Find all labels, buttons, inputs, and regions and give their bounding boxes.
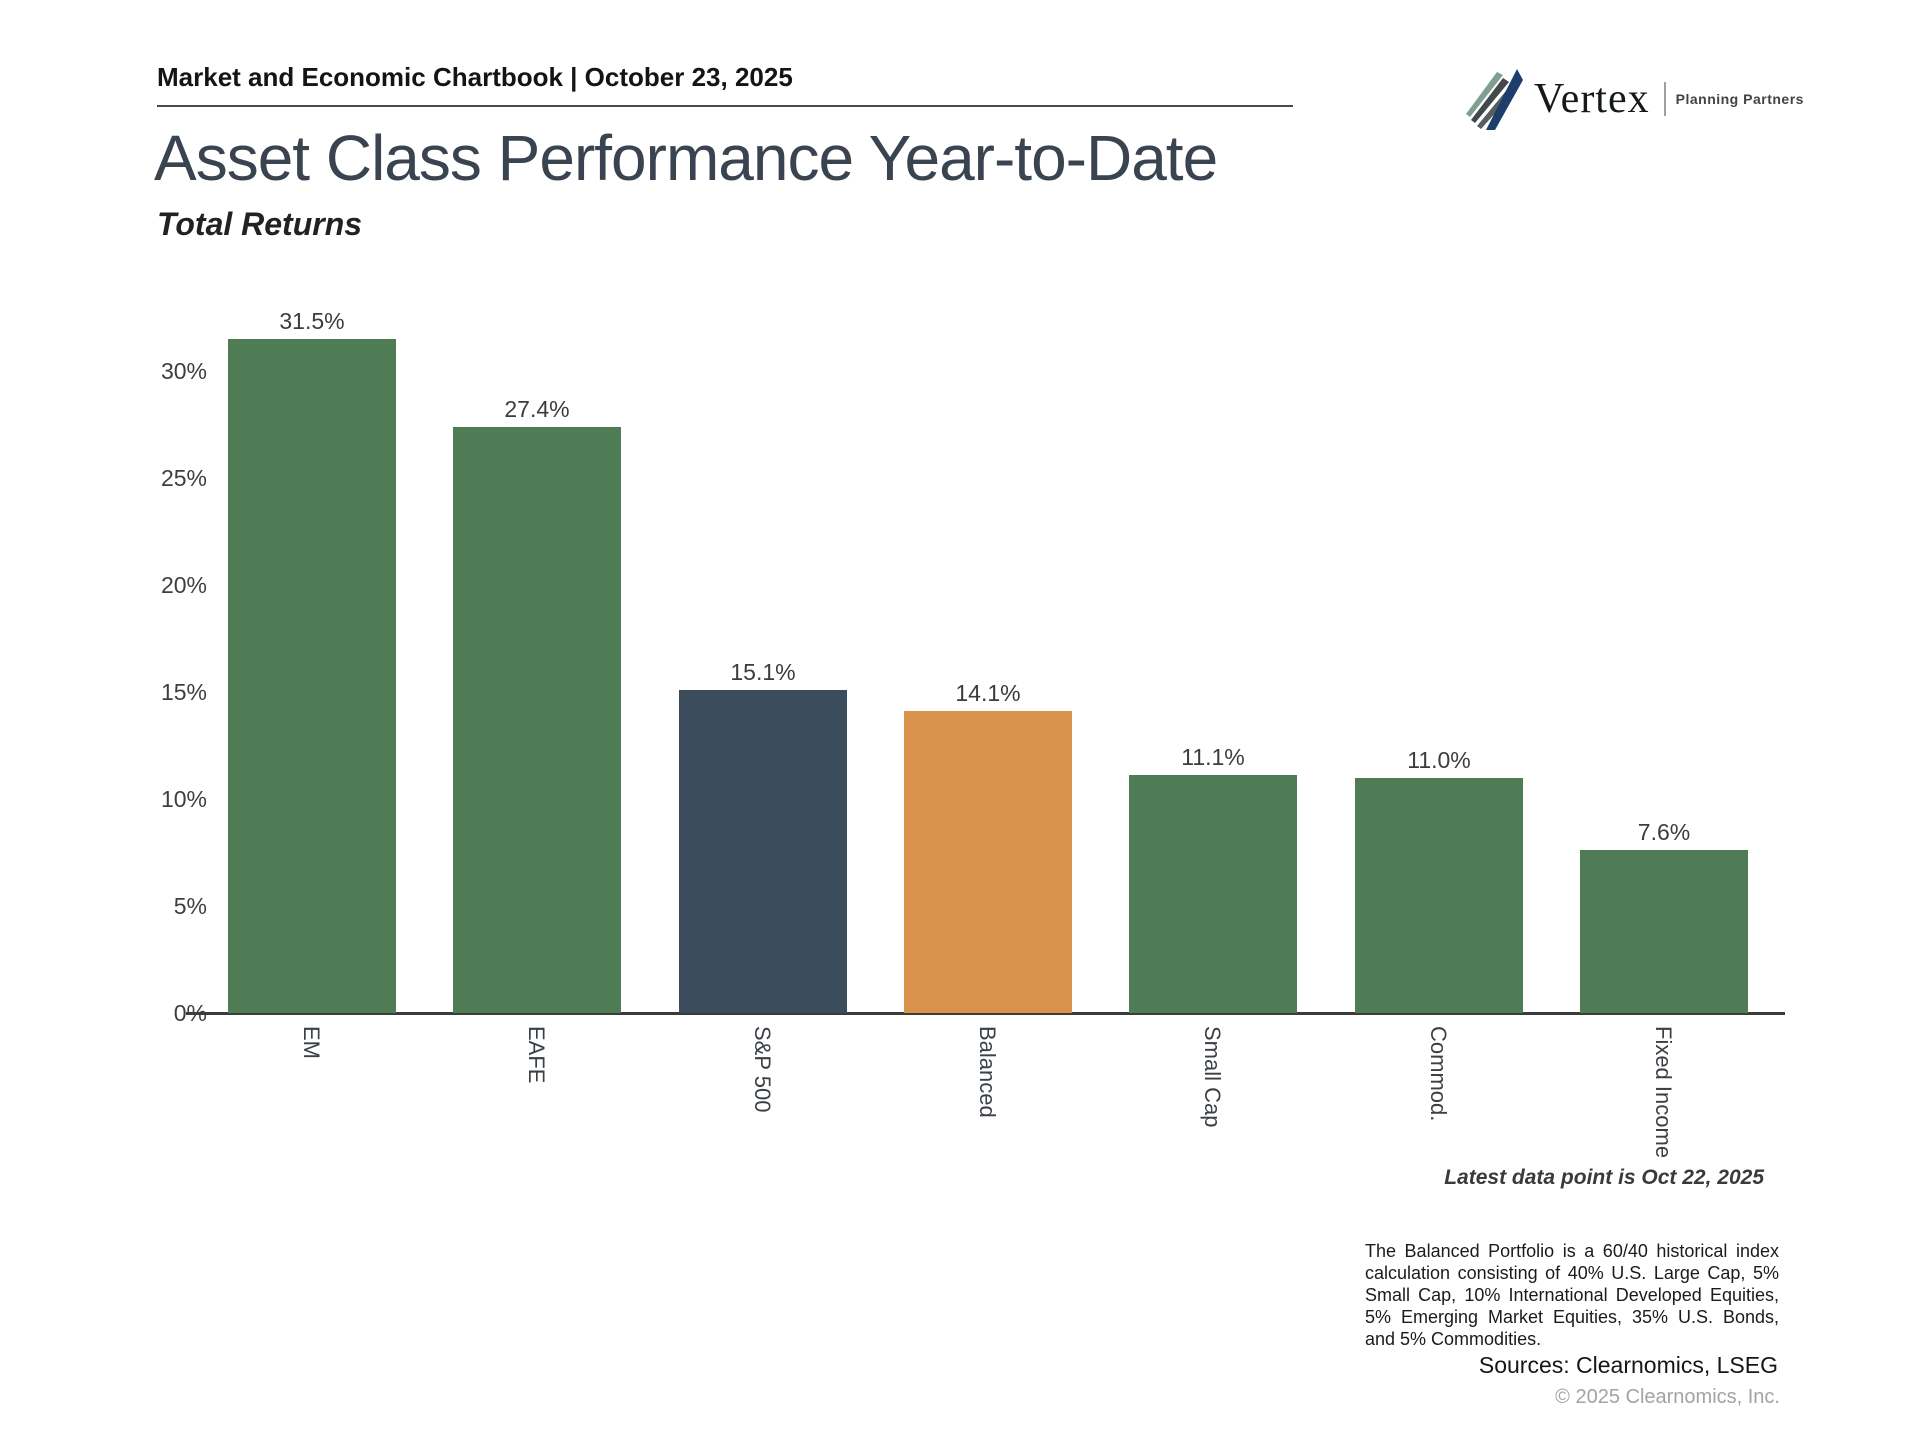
copyright-line: © 2025 Clearnomics, Inc. — [1555, 1386, 1780, 1408]
page-subtitle: Total Returns — [157, 206, 363, 242]
x-tick-label: Small Cap — [1200, 1026, 1225, 1128]
header-rule — [157, 105, 1293, 107]
chartbook-header-title: Market and Economic Chartbook | October … — [157, 62, 793, 92]
zero-tick-mark — [186, 1012, 210, 1015]
latest-data-note: Latest data point is Oct 22, 2025 — [1444, 1166, 1764, 1189]
x-tick-label: Fixed Income — [1651, 1026, 1676, 1159]
y-tick-label: 20% — [160, 572, 207, 598]
y-tick-label: 0% — [173, 1000, 207, 1026]
x-tick-label: Balanced — [975, 1026, 1000, 1118]
balanced-portfolio-footnote: The Balanced Portfolio is a 60/40 histor… — [1365, 1241, 1779, 1349]
bar-S&P 500 — [679, 690, 847, 1013]
bar-Fixed Income — [1580, 850, 1748, 1013]
bar-value-label: 11.0% — [1407, 747, 1471, 773]
bar-value-label: 11.1% — [1181, 744, 1245, 770]
page-title: Asset Class Performance Year-to-Date — [154, 122, 1218, 194]
bar-value-label: 27.4% — [504, 396, 570, 422]
bar-value-label: 15.1% — [730, 659, 796, 685]
x-axis-line — [207, 1012, 1785, 1015]
logo-brand-text: Vertex — [1534, 76, 1650, 122]
y-tick-label: 10% — [160, 786, 207, 812]
x-tick-label: EAFE — [524, 1026, 549, 1084]
y-tick-label: 15% — [160, 679, 207, 705]
bar-Small Cap — [1129, 775, 1297, 1013]
y-tick-label: 5% — [173, 893, 207, 919]
x-tick-label: S&P 500 — [750, 1026, 775, 1113]
vertex-swoosh-icon — [1466, 69, 1523, 130]
bar-Balanced — [904, 711, 1072, 1013]
x-tick-label: Commod. — [1426, 1026, 1451, 1122]
y-tick-label: 30% — [160, 358, 207, 384]
y-tick-label: 25% — [160, 465, 207, 491]
bar-value-label: 14.1% — [955, 680, 1021, 706]
vertex-logo: Vertex Planning Partners — [1466, 68, 1804, 130]
bar-EM — [228, 339, 396, 1013]
sources-line: Sources: Clearnomics, LSEG — [1478, 1352, 1778, 1378]
bar-EAFE — [453, 427, 621, 1013]
logo-tagline-text: Planning Partners — [1675, 91, 1804, 107]
bar-Commod. — [1355, 778, 1523, 1013]
bar-value-label: 7.6% — [1637, 819, 1691, 845]
x-tick-label: EM — [299, 1026, 324, 1059]
logo-divider — [1663, 82, 1666, 116]
bar-value-label: 31.5% — [279, 308, 345, 334]
